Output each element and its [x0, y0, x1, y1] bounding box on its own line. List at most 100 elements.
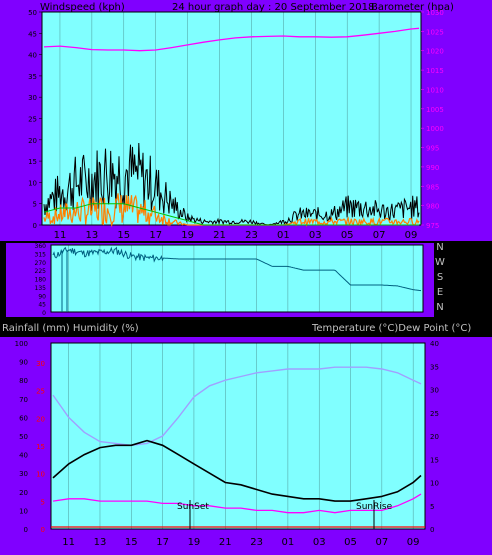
temp-x-tick-label: 13: [94, 537, 107, 548]
wind-direction-series-line: [52, 246, 422, 292]
graph-title: 24 hour graph day : 20 September 2018: [172, 2, 374, 13]
wind-x-tick-label: 17: [149, 230, 162, 241]
baro-y-tick-label: 1015: [426, 67, 444, 75]
temp-plot-area: [50, 342, 426, 530]
wind-y-tick-label: 0: [33, 222, 37, 230]
temp-x-tick-label: 23: [250, 537, 263, 548]
temp-y-tick-label: 30: [430, 387, 439, 395]
temp-x-tick-label: 05: [344, 537, 357, 548]
temp-x-tick-label: 17: [156, 537, 169, 548]
temp-y-tick-label: 20: [430, 433, 439, 441]
humidity-y-tick-label: 70: [19, 396, 28, 404]
dir-y-tick-label: 225: [35, 268, 47, 275]
humidity-y-tick-label: 90: [19, 359, 28, 367]
dir-y-tick-label: 180: [35, 277, 47, 284]
wind-y-tick-label: 50: [28, 9, 37, 17]
humidity-y-tick-label: 20: [19, 489, 28, 497]
baro-y-tick-label: 980: [426, 203, 439, 211]
compass-letter: N: [436, 302, 443, 313]
baro-y-tick-label: 995: [426, 145, 439, 153]
rain-y-tick-label: 0: [41, 526, 45, 534]
dir-y-tick-label: 90: [38, 293, 46, 300]
temp-y-tick-label: 40: [430, 340, 439, 348]
wind-x-tick-label: 19: [181, 230, 194, 241]
windspeed-axis-title: Windspeed (kph): [40, 2, 125, 13]
wind-y-tick-label: 5: [33, 201, 37, 209]
baro-y-tick-label: 990: [426, 164, 439, 172]
humidity-y-tick-label: 30: [19, 470, 28, 478]
dir-y-tick-label: 135: [35, 285, 47, 292]
temp-dewpoint-axis-title: Temperature (°C)Dew Point (°C): [311, 323, 471, 334]
dir-y-tick-label: 270: [35, 260, 47, 267]
temp-y-tick-label: 10: [430, 480, 439, 488]
humidity-y-tick-label: 60: [19, 414, 28, 422]
rain-y-tick-label: 20: [36, 415, 45, 423]
temp-x-tick-label: 11: [62, 537, 75, 548]
wind-y-tick-label: 10: [28, 179, 37, 187]
wind-y-tick-label: 30: [28, 94, 37, 102]
baro-y-tick-label: 975: [426, 222, 439, 230]
wind-y-tick-label: 15: [28, 158, 37, 166]
compass-letter: W: [435, 257, 445, 268]
rain-y-tick-label: 10: [36, 471, 45, 479]
humidity-y-tick-label: 100: [15, 340, 28, 348]
gust-series-line: [43, 142, 420, 226]
baro-y-tick-label: 985: [426, 183, 439, 191]
temp-y-tick-label: 5: [430, 503, 434, 511]
dir-y-tick-label: 360: [35, 243, 47, 250]
wind-x-tick-label: 05: [341, 230, 354, 241]
humidity-y-tick-label: 0: [24, 526, 28, 534]
wind-x-tick-label: 01: [277, 230, 290, 241]
rain-humidity-axis-title: Rainfall (mm) Humidity (%): [2, 323, 139, 334]
wind-y-tick-label: 35: [28, 73, 37, 81]
dir-y-tick-label: 45: [38, 302, 46, 309]
humidity-y-tick-label: 50: [19, 433, 28, 441]
barometer-series-line: [43, 27, 420, 52]
baro-y-tick-label: 1000: [426, 125, 444, 133]
baro-y-tick-label: 1030: [426, 9, 444, 17]
dir-y-tick-label: 315: [35, 251, 47, 258]
humidity-y-tick-label: 10: [19, 507, 28, 515]
sunset-label: SunSet: [177, 502, 209, 512]
baro-y-tick-label: 1020: [426, 48, 444, 56]
dewpoint-series-line: [52, 493, 422, 514]
temp-x-tick-label: 03: [313, 537, 326, 548]
baro-y-tick-label: 1005: [426, 106, 444, 114]
sunrise-label: SunRise: [356, 502, 393, 512]
wind-x-tick-label: 21: [213, 230, 226, 241]
temp-y-tick-label: 15: [430, 456, 439, 464]
wind-x-tick-label: 07: [373, 230, 386, 241]
temp-x-tick-label: 07: [375, 537, 388, 548]
temp-y-tick-label: 35: [430, 363, 439, 371]
tick-labels: 11 13 15 17 19 21 23 01 03 05 07 090510152025303540…: [15, 9, 444, 548]
wind-x-tick-label: 23: [245, 230, 258, 241]
barometer-axis-title: Barometer (hpa): [371, 2, 454, 13]
rain-y-tick-label: 15: [36, 443, 45, 451]
wind-x-tick-label: 15: [117, 230, 130, 241]
baro-y-tick-label: 1025: [426, 28, 444, 36]
rain-y-tick-label: 5: [41, 498, 45, 506]
temp-y-tick-label: 25: [430, 410, 439, 418]
temp-x-tick-label: 01: [282, 537, 295, 548]
direction-plot-area: [50, 244, 424, 313]
temp-x-tick-label: 19: [188, 537, 201, 548]
humidity-y-tick-label: 40: [19, 452, 28, 460]
wind-plot-area: [41, 11, 422, 226]
series-layer: [43, 27, 425, 528]
baro-y-tick-label: 1010: [426, 86, 444, 94]
wind-x-tick-label: 03: [309, 230, 322, 241]
wind-y-tick-label: 20: [28, 137, 37, 145]
wind-y-tick-label: 40: [28, 52, 37, 60]
compass-letter: N: [436, 242, 443, 253]
wind-x-tick-label: 11: [54, 230, 67, 241]
temperature-series-line: [52, 439, 422, 502]
wind-y-tick-label: 25: [28, 116, 37, 124]
avg-wind-series-line: [43, 203, 419, 226]
wind-x-tick-label: 13: [86, 230, 99, 241]
temp-x-tick-label: 15: [125, 537, 138, 548]
wind-x-tick-label: 09: [405, 230, 418, 241]
compass-letter: E: [437, 287, 443, 298]
humidity-y-tick-label: 80: [19, 377, 28, 385]
wind-y-tick-label: 45: [28, 30, 37, 38]
